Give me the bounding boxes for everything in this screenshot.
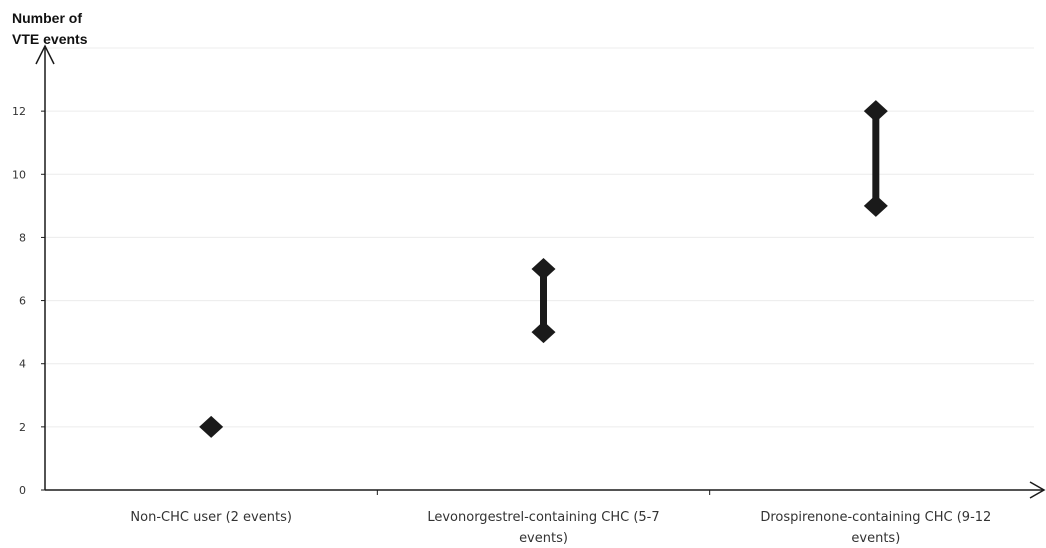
low-value-marker [531, 321, 556, 344]
y-tick-label: 12 [12, 105, 26, 118]
x-category-label: events) [851, 531, 900, 546]
low-value-marker [863, 194, 888, 217]
y-axis-arrowhead [35, 44, 55, 65]
data-marks [199, 100, 888, 438]
y-tick-labels: 0 2 4 6 8 10 12 [12, 105, 26, 497]
x-category-label: events) [519, 531, 568, 546]
x-axis-arrowhead [1029, 481, 1046, 499]
y-tick-label: 4 [19, 358, 26, 371]
y-tick-label: 10 [12, 168, 26, 181]
y-axis-title-line-1: Number of [12, 10, 82, 26]
x-tick-labels: Non-CHC user (2 events) Levonorgestrel-co… [130, 510, 991, 546]
value-marker [199, 415, 224, 438]
axes [35, 44, 1046, 499]
high-value-marker [531, 258, 556, 280]
y-axis-title-line-2: VTE events [12, 31, 88, 47]
x-category-label: Drospirenone-containing CHC (9-12 [760, 510, 991, 525]
y-tick-label: 2 [19, 421, 26, 434]
y-tick-label: 0 [19, 484, 26, 497]
x-category-label: Non-CHC user (2 events) [130, 510, 292, 525]
high-value-marker [863, 100, 888, 123]
y-axis-title: Number of VTE events [12, 8, 87, 50]
y-tick-label: 8 [19, 231, 26, 244]
gridlines [45, 47, 1034, 428]
y-tick-label: 6 [19, 295, 26, 308]
x-category-label: Levonorgestrel-containing CHC (5-7 [427, 510, 659, 525]
